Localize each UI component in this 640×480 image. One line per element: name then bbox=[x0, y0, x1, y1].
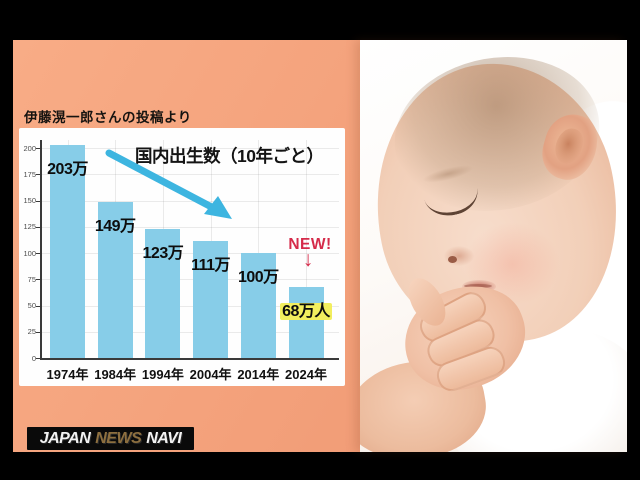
bar-chart-plot: 0 25 50 75 100 125 150 175 200 203万 1974年 149万 1984年… bbox=[19, 128, 345, 386]
new-badge: NEW! bbox=[288, 236, 332, 253]
sleeping-baby-photo bbox=[360, 40, 627, 452]
y-axis-tick-label: 175 bbox=[23, 169, 36, 179]
horizontal-gridline bbox=[40, 331, 339, 333]
x-axis-year-label: 2014年 bbox=[237, 367, 280, 382]
vertical-gridline bbox=[258, 140, 260, 358]
x-axis-year-label: 2004年 bbox=[189, 367, 232, 382]
bar-value-label: 100万 bbox=[237, 269, 279, 286]
y-axis-line bbox=[40, 140, 42, 360]
horizontal-gridline bbox=[40, 226, 339, 228]
birth-chart-panel: 0 25 50 75 100 125 150 175 200 203万 1974年 149万 1984年… bbox=[19, 128, 345, 386]
logo-word-navi: NAVI bbox=[146, 429, 182, 447]
horizontal-gridline bbox=[40, 279, 339, 281]
birth-count-bar bbox=[50, 144, 85, 358]
broadcast-content: 伊藤滉一郎さんの投稿より 0 25 50 75 100 125 150 175 200 203万 1… bbox=[13, 40, 627, 452]
y-axis-tick-mark bbox=[36, 226, 40, 228]
x-axis-year-label: 2024年 bbox=[285, 367, 327, 382]
y-axis-tick-mark bbox=[36, 305, 40, 307]
y-axis-tick-mark bbox=[36, 200, 40, 202]
y-axis-tick-mark bbox=[36, 148, 40, 149]
x-axis-year-label: 1974年 bbox=[46, 367, 89, 382]
vertical-gridline bbox=[306, 140, 307, 358]
y-axis-tick-label: 200 bbox=[23, 143, 36, 153]
horizontal-gridline bbox=[40, 200, 339, 202]
birth-count-bar bbox=[193, 241, 229, 358]
y-axis-tick-mark bbox=[36, 279, 40, 281]
x-axis-line bbox=[40, 358, 339, 360]
highlighted-value: 68万人 bbox=[280, 302, 332, 320]
baby-nostril bbox=[448, 256, 457, 263]
bar-value-label: 149万 bbox=[94, 217, 136, 235]
birth-count-bar bbox=[145, 228, 181, 358]
bar-value-label: 203万 bbox=[47, 160, 88, 178]
y-axis-tick-label: 50 bbox=[27, 301, 36, 310]
x-axis-year-label: 1984年 bbox=[94, 367, 137, 382]
y-axis-tick-label: 100 bbox=[23, 248, 36, 258]
y-axis-tick-mark bbox=[36, 358, 40, 359]
bar-value-label: 111万 bbox=[191, 257, 231, 275]
y-axis-tick-mark bbox=[36, 331, 40, 333]
y-axis-tick-mark bbox=[36, 253, 40, 254]
y-axis-tick-label: 125 bbox=[23, 222, 36, 232]
source-caption: 伊藤滉一郎さんの投稿より bbox=[24, 110, 192, 125]
chart-title: 国内出生数（10年ごと） bbox=[135, 146, 324, 166]
y-axis-tick-label: 150 bbox=[23, 196, 36, 205]
y-axis-tick-label: 75 bbox=[27, 274, 36, 284]
channel-logo: JAPAN NEWS NAVI bbox=[27, 427, 194, 450]
birth-count-bar bbox=[97, 201, 133, 358]
logo-word-japan: JAPAN bbox=[39, 429, 91, 447]
x-axis-year-label: 1994年 bbox=[141, 367, 184, 382]
logo-word-news: NEWS bbox=[95, 429, 142, 447]
bar-value-label: 68万人 bbox=[273, 297, 339, 321]
y-axis-tick-label: 0 bbox=[31, 353, 36, 363]
horizontal-gridline bbox=[40, 148, 339, 149]
y-axis-tick-mark bbox=[36, 174, 40, 176]
horizontal-gridline bbox=[40, 305, 339, 307]
horizontal-gridline bbox=[40, 253, 339, 254]
birth-count-bar bbox=[240, 253, 276, 358]
downtrend-arrow-icon bbox=[105, 149, 232, 219]
bar-value-label: 123万 bbox=[142, 244, 184, 262]
horizontal-gridline bbox=[40, 174, 339, 176]
birth-count-bar bbox=[288, 286, 324, 358]
new-pointer-arrow-icon: ↓ bbox=[302, 248, 314, 271]
y-axis-tick-label: 25 bbox=[27, 327, 36, 337]
